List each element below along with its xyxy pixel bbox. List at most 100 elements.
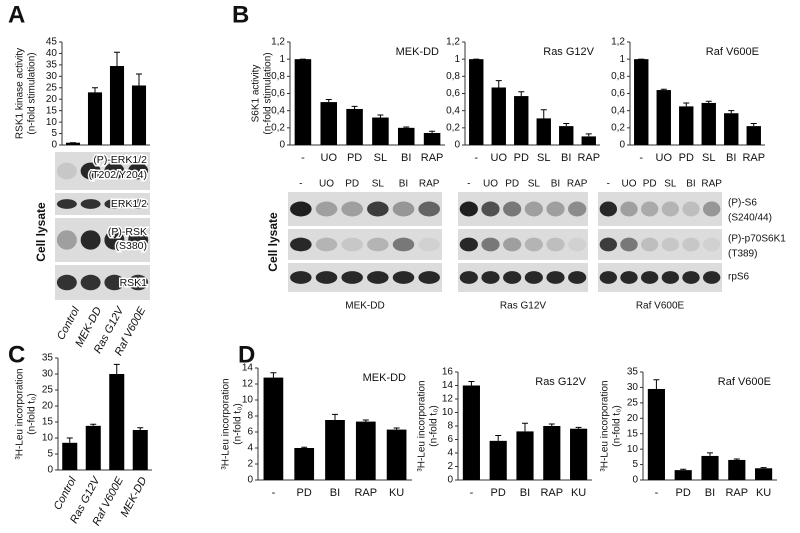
blot-band bbox=[682, 201, 700, 217]
x-tick-label: - bbox=[470, 487, 474, 499]
blot-band bbox=[128, 199, 149, 209]
group-label: Raf V600E bbox=[636, 301, 685, 312]
y-tick-label: 30 bbox=[627, 382, 639, 393]
blot-band bbox=[56, 274, 77, 291]
y-tick-label: 5 bbox=[51, 128, 57, 139]
y-tick-label: 0,8 bbox=[611, 71, 625, 82]
lane-label: - bbox=[607, 179, 610, 190]
y-tick-label: 25 bbox=[627, 397, 639, 408]
lane-label: PD bbox=[345, 179, 359, 190]
bar bbox=[701, 455, 719, 480]
blot-band bbox=[481, 271, 500, 284]
bar bbox=[294, 448, 315, 480]
blot-band bbox=[682, 237, 700, 252]
blot-band bbox=[392, 237, 415, 252]
x-tick-label: PD bbox=[514, 152, 529, 164]
error-bar bbox=[548, 423, 555, 426]
bar bbox=[372, 117, 389, 145]
y-tick-label: 1,2 bbox=[446, 37, 460, 48]
y-axis-label: RSK1 kinase activity bbox=[15, 48, 26, 139]
lane-label: BI bbox=[399, 179, 408, 190]
y-axis-label: (n-fold stimulation) bbox=[27, 52, 38, 134]
chart-title: MEK-DD bbox=[396, 46, 439, 58]
blot-label: ERK1/2 bbox=[111, 198, 147, 210]
blot-band bbox=[568, 237, 587, 252]
blot-band bbox=[661, 201, 680, 217]
blot-band bbox=[367, 271, 389, 284]
x-tick-label: - bbox=[639, 152, 643, 164]
bar bbox=[320, 102, 338, 145]
y-tick-label: 14 bbox=[242, 363, 254, 374]
y-tick-label: 15 bbox=[42, 417, 54, 428]
blot-band bbox=[315, 237, 338, 252]
y-tick-label: 0,2 bbox=[611, 122, 625, 133]
blot-band bbox=[599, 201, 618, 217]
y-tick-label: 0,6 bbox=[611, 88, 625, 99]
error-bar bbox=[660, 88, 667, 91]
blot-band bbox=[620, 237, 638, 252]
y-axis-label: (n-fold stimulation) bbox=[263, 52, 274, 134]
blot-band bbox=[503, 271, 522, 284]
lane-label: UO bbox=[622, 179, 637, 190]
y-tick-label: 10 bbox=[46, 117, 58, 128]
y-tick-label: 0 bbox=[632, 475, 638, 486]
y-axis-label: ³H-Leu incorporation bbox=[221, 378, 232, 469]
group-label: Ras G12V bbox=[500, 301, 546, 312]
error-bar bbox=[495, 434, 502, 441]
bar bbox=[581, 136, 596, 145]
x-tick-label: RAP bbox=[577, 152, 600, 164]
blot-side-label: Cell lysate bbox=[34, 202, 48, 262]
y-axis-label: ³H-Leu incorporation bbox=[417, 380, 428, 471]
bar bbox=[131, 85, 147, 145]
blot-band bbox=[315, 201, 338, 217]
error-bar bbox=[270, 372, 277, 378]
y-tick-label: 0,6 bbox=[271, 88, 285, 99]
error-bar bbox=[468, 380, 475, 386]
y-tick-label: 0 bbox=[51, 140, 57, 151]
blot-label: (S380) bbox=[115, 240, 147, 252]
y-tick-label: 6 bbox=[247, 427, 253, 438]
error-bar bbox=[351, 105, 358, 109]
blot-strip bbox=[458, 263, 588, 292]
blot-band bbox=[418, 201, 440, 217]
blot-band bbox=[341, 271, 363, 284]
y-tick-label: 0 bbox=[47, 465, 53, 476]
bar bbox=[397, 127, 415, 145]
y-tick-label: 0,4 bbox=[271, 105, 285, 116]
y-tick-label: 16 bbox=[442, 367, 454, 378]
y-axis-label: S6K1 activity bbox=[251, 65, 262, 123]
lane-label: BI bbox=[686, 179, 695, 190]
error-bar bbox=[137, 427, 144, 430]
lane-label: - bbox=[299, 179, 302, 190]
bar bbox=[755, 468, 773, 480]
lane-label: SL bbox=[664, 179, 677, 190]
y-tick-label: 0 bbox=[447, 475, 453, 486]
blot-band bbox=[661, 237, 680, 252]
bar bbox=[491, 87, 506, 145]
x-tick-label: KU bbox=[571, 487, 586, 499]
bar bbox=[85, 425, 101, 470]
blot-strip bbox=[598, 229, 722, 260]
error-bar bbox=[429, 130, 436, 133]
y-tick-label: 0,2 bbox=[446, 122, 460, 133]
bar bbox=[570, 428, 588, 480]
error-bar bbox=[585, 133, 592, 137]
y-tick-label: 1,2 bbox=[271, 37, 285, 48]
x-tick-label: RAP bbox=[742, 152, 765, 164]
blot-strip bbox=[598, 192, 722, 226]
y-tick-label: 25 bbox=[42, 385, 54, 396]
blot-band bbox=[640, 201, 659, 217]
blot-band bbox=[546, 271, 565, 284]
blot-band bbox=[620, 271, 638, 284]
y-tick-label: 8 bbox=[247, 411, 253, 422]
y-tick-label: 0,8 bbox=[446, 71, 460, 82]
error-bar bbox=[683, 102, 690, 107]
bar bbox=[132, 430, 148, 470]
blot-band bbox=[128, 230, 149, 250]
error-bar bbox=[728, 110, 735, 114]
bar bbox=[294, 59, 312, 145]
chart-title: Raf V600E bbox=[706, 46, 759, 58]
x-tick-label: PD bbox=[676, 487, 691, 499]
blot-band bbox=[503, 201, 522, 217]
bar bbox=[263, 377, 284, 480]
